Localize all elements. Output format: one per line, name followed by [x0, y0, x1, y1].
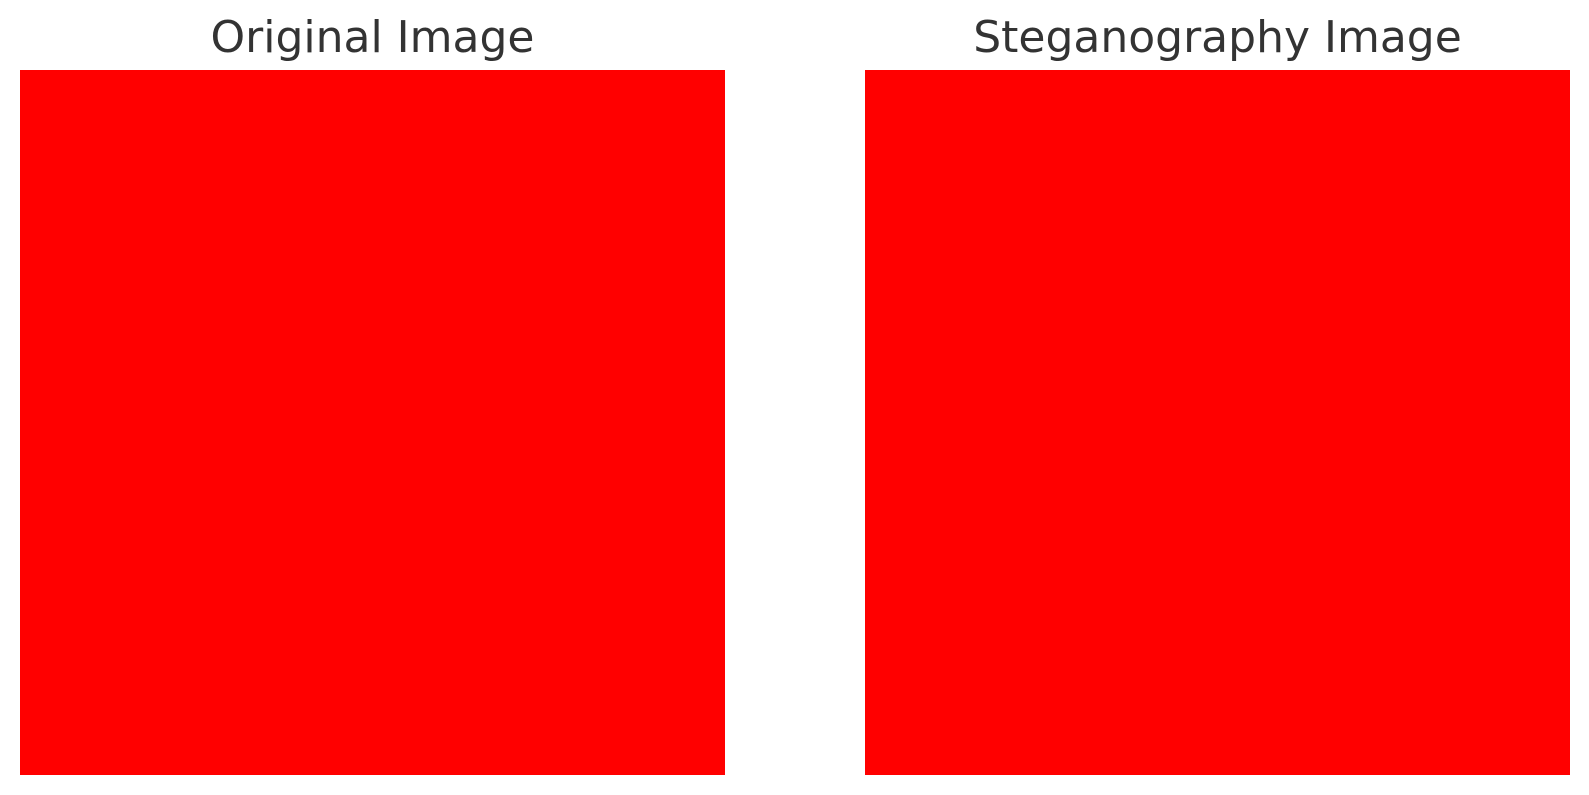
steganography-image-title: Steganography Image: [973, 12, 1462, 63]
original-image-title: Original Image: [210, 12, 535, 63]
steganography-image: [865, 70, 1570, 775]
original-image: [20, 70, 725, 775]
